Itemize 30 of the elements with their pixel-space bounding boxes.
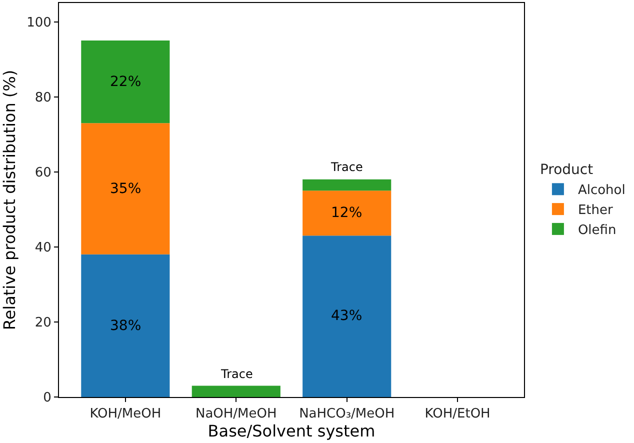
bar xyxy=(192,386,280,397)
x-tick-label: NaHCO₃/MeOH xyxy=(299,406,395,422)
y-tick-label: 100 xyxy=(26,15,52,30)
y-tick-label: 40 xyxy=(34,240,52,256)
x-tick-label: KOH/EtOH xyxy=(424,406,490,422)
bar xyxy=(81,254,170,397)
data-label: 12% xyxy=(331,205,362,221)
bar xyxy=(302,179,392,191)
legend-label: Olefin xyxy=(578,223,616,238)
data-label: Trace xyxy=(220,367,253,381)
data-label: 43% xyxy=(331,308,362,324)
data-label: Trace xyxy=(330,160,363,174)
y-tick-label: 0 xyxy=(43,390,52,406)
x-tick-label: NaOH/MeOH xyxy=(195,406,277,422)
legend-label: Ether xyxy=(578,203,614,218)
data-label: 22% xyxy=(110,74,142,90)
y-axis-title: Relative product distribution (%) xyxy=(0,70,19,330)
x-tick-label: KOH/MeOH xyxy=(90,406,162,422)
bar xyxy=(81,123,170,254)
x-axis-title: Base/Solvent system xyxy=(208,422,376,441)
data-label: 38% xyxy=(110,318,142,334)
y-tick-label: 80 xyxy=(34,90,52,106)
y-tick-label: 20 xyxy=(34,316,52,330)
data-label: 35% xyxy=(110,181,142,197)
legend-label: Alcohol xyxy=(578,183,626,198)
legend-title: Product xyxy=(540,162,594,178)
y-tick-label: 60 xyxy=(34,165,52,180)
bar xyxy=(302,190,392,236)
bar xyxy=(81,40,170,124)
bar xyxy=(302,236,392,397)
